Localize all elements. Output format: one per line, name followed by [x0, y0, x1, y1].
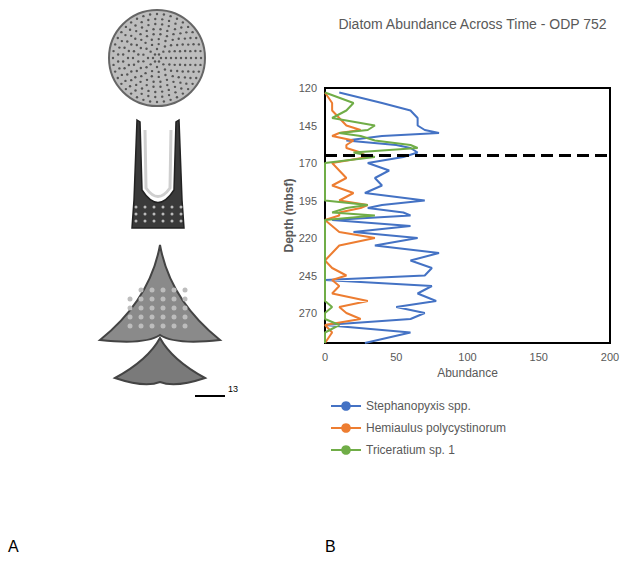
- svg-text:195: 195: [299, 195, 317, 207]
- svg-text:B: B: [325, 538, 336, 555]
- svg-text:220: 220: [299, 232, 317, 244]
- svg-text:145: 145: [299, 120, 317, 132]
- svg-text:Hemiaulus polycystinorum: Hemiaulus polycystinorum: [366, 421, 506, 435]
- svg-text:Stephanopyxis spp.: Stephanopyxis spp.: [366, 399, 471, 413]
- svg-text:170: 170: [299, 157, 317, 169]
- svg-text:A: A: [8, 538, 19, 555]
- svg-text:Triceratium sp. 1: Triceratium sp. 1: [366, 443, 455, 457]
- svg-text:13: 13: [228, 384, 238, 394]
- svg-text:270: 270: [299, 307, 317, 319]
- svg-text:120: 120: [299, 82, 317, 94]
- svg-text:100: 100: [458, 351, 476, 363]
- svg-text:200: 200: [601, 351, 619, 363]
- svg-text:150: 150: [530, 351, 548, 363]
- svg-text:Depth (mbsf): Depth (mbsf): [282, 179, 296, 253]
- svg-text:50: 50: [390, 351, 402, 363]
- svg-text:0: 0: [322, 351, 328, 363]
- svg-text:Abundance: Abundance: [437, 366, 498, 380]
- svg-text:Diatom Abundance Across Time -: Diatom Abundance Across Time - ODP 752: [338, 16, 606, 32]
- svg-text:245: 245: [299, 270, 317, 282]
